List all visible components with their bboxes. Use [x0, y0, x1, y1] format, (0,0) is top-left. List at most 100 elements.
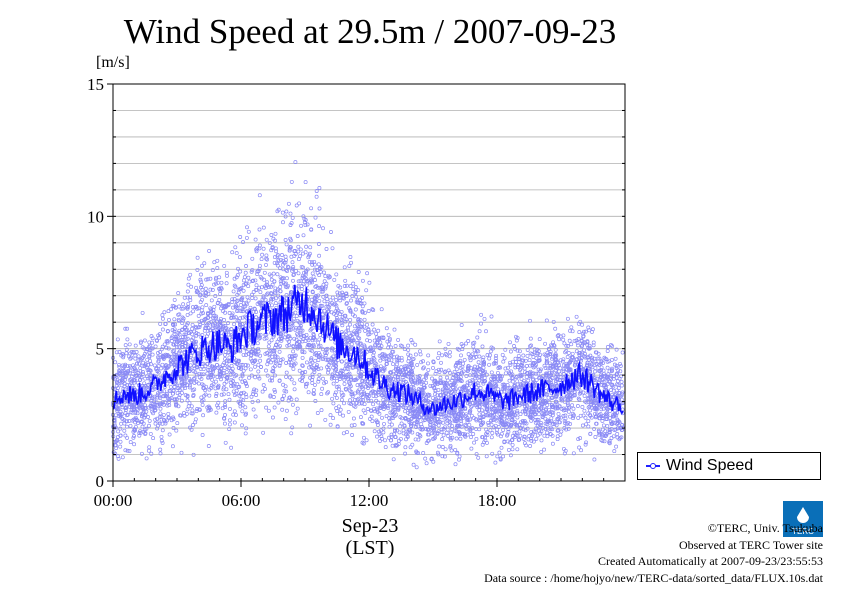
data-point: [484, 427, 489, 432]
data-point: [259, 257, 264, 262]
data-point: [147, 418, 152, 423]
data-point: [464, 341, 469, 346]
data-point: [118, 439, 123, 444]
data-point: [159, 434, 164, 439]
data-point: [379, 434, 384, 439]
data-point: [503, 366, 508, 371]
data-point: [212, 282, 217, 287]
data-point: [188, 295, 193, 300]
data-point: [177, 383, 182, 388]
data-point: [112, 418, 116, 423]
data-point: [124, 351, 129, 356]
data-point: [577, 445, 582, 450]
data-point: [576, 437, 581, 442]
data-point: [190, 322, 195, 327]
data-point: [136, 354, 141, 359]
data-point: [607, 359, 612, 364]
data-point: [233, 245, 238, 250]
data-point: [336, 283, 341, 288]
data-point: [284, 408, 289, 413]
data-point: [330, 301, 335, 306]
data-point: [515, 415, 520, 420]
data-point: [224, 281, 229, 286]
data-point: [391, 457, 396, 462]
data-point: [125, 363, 130, 368]
data-point: [465, 420, 470, 425]
data-point: [467, 410, 472, 415]
data-point: [536, 371, 541, 376]
data-point: [332, 277, 337, 282]
data-point: [287, 343, 292, 348]
data-point: [593, 366, 598, 370]
data-point: [223, 310, 228, 315]
data-point: [243, 405, 248, 410]
data-point: [260, 297, 265, 302]
data-point: [369, 390, 374, 395]
data-point: [133, 353, 138, 358]
data-point: [177, 304, 181, 309]
data-point: [301, 282, 306, 287]
data-point: [392, 327, 397, 332]
data-point: [300, 350, 305, 355]
data-point: [472, 355, 477, 360]
data-point: [294, 397, 299, 402]
data-point: [324, 351, 329, 355]
data-point: [618, 361, 622, 366]
data-point: [251, 407, 256, 412]
data-point: [222, 381, 227, 386]
data-point: [312, 382, 317, 387]
data-point: [142, 338, 147, 343]
data-point: [374, 331, 378, 336]
data-point: [175, 391, 180, 396]
data-point: [255, 341, 260, 346]
data-point: [246, 298, 251, 303]
data-point: [323, 351, 328, 356]
data-point: [605, 374, 610, 379]
data-point: [351, 281, 356, 286]
data-point: [185, 407, 190, 412]
data-point: [145, 357, 150, 362]
data-point: [611, 434, 616, 439]
data-point: [240, 423, 244, 428]
data-point: [508, 362, 513, 367]
data-point: [234, 304, 239, 309]
data-point: [574, 314, 579, 319]
data-point: [118, 444, 123, 449]
data-point: [273, 246, 278, 251]
data-point: [199, 395, 204, 400]
data-point: [389, 422, 394, 427]
data-point: [239, 362, 244, 367]
data-point: [141, 405, 146, 410]
data-point: [147, 355, 152, 360]
data-point: [430, 376, 434, 381]
data-point: [360, 278, 365, 283]
data-point: [250, 256, 255, 261]
data-point: [360, 385, 364, 389]
data-point: [361, 435, 366, 440]
data-point: [415, 404, 420, 409]
data-point: [569, 342, 574, 347]
data-point: [312, 259, 317, 264]
data-point: [535, 351, 540, 356]
data-point: [459, 323, 464, 327]
data-point: [440, 445, 445, 449]
data-point: [423, 456, 428, 461]
data-point: [140, 370, 145, 374]
data-point: [488, 428, 493, 433]
data-point: [262, 336, 267, 341]
data-point: [204, 303, 209, 308]
data-point: [618, 363, 623, 368]
data-point: [179, 306, 184, 311]
data-point: [308, 245, 313, 250]
data-point: [222, 318, 227, 322]
data-point: [167, 396, 172, 401]
data-point: [117, 350, 122, 354]
data-point: [564, 427, 569, 432]
data-point: [222, 366, 227, 370]
data-point: [241, 305, 246, 310]
data-point: [503, 371, 508, 376]
data-point: [330, 246, 335, 251]
data-point: [482, 316, 487, 321]
data-point: [222, 373, 227, 378]
data-point: [468, 358, 473, 363]
